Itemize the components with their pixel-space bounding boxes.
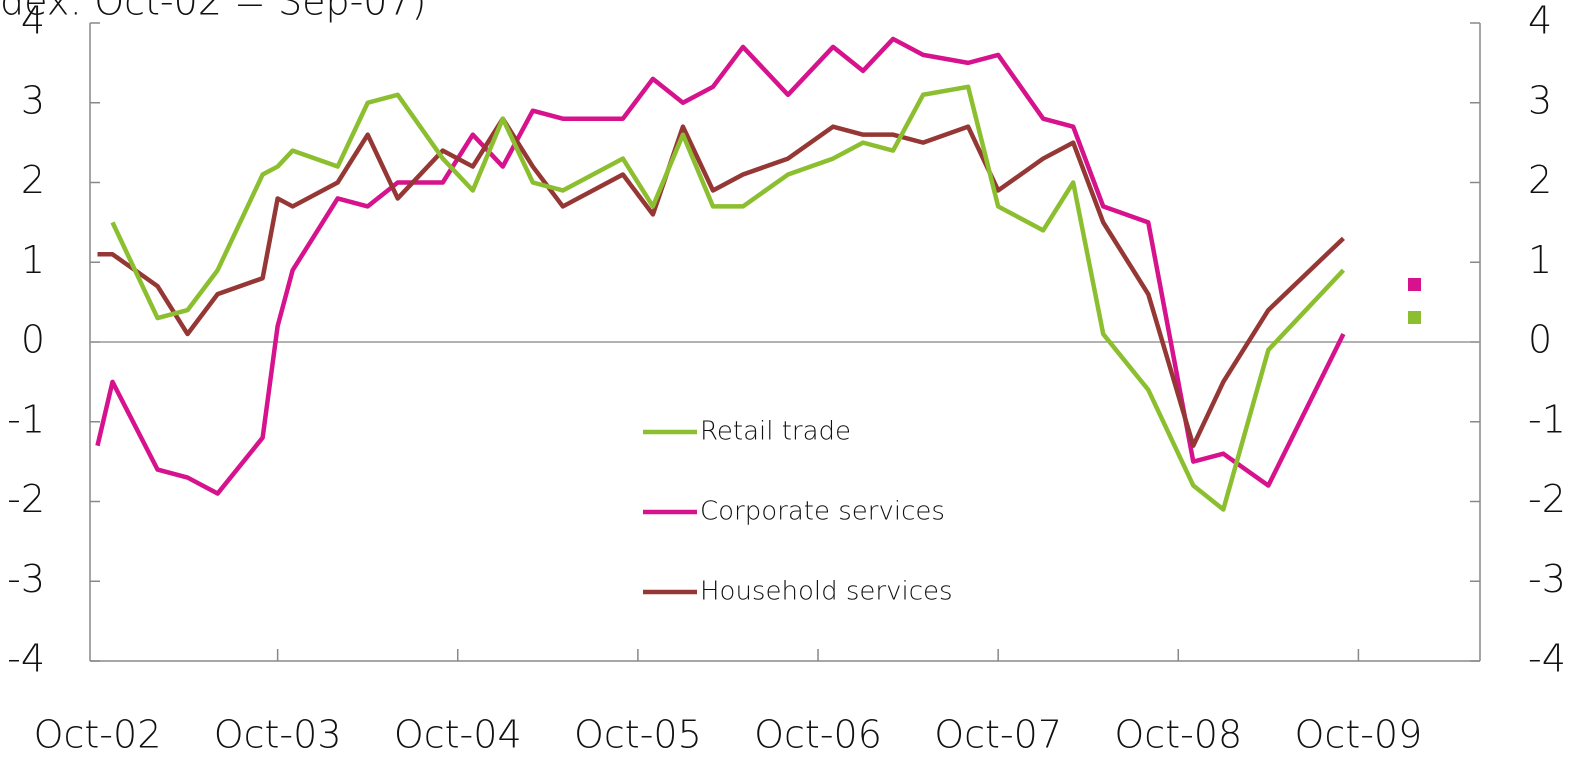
y2-tick-label: 3 (1528, 78, 1552, 122)
x-tick-label: Oct-02 (34, 713, 162, 757)
y-tick-label: 0 (21, 318, 45, 362)
y-tick-label: -3 (7, 557, 45, 601)
x-tick-label: Oct-07 (934, 713, 1062, 757)
y2-tick-label: 0 (1528, 318, 1552, 362)
y-tick-label: 2 (21, 158, 45, 202)
legend-marker (1408, 278, 1421, 291)
x-tick-label: Oct-08 (1114, 713, 1242, 757)
y-tick-label: -2 (7, 477, 45, 521)
y-tick-label: -1 (7, 397, 45, 441)
series-line (110, 84, 1346, 512)
series-line (97, 116, 1345, 448)
y-tick-label: 4 (21, 0, 45, 43)
legend-text: Household services (700, 577, 953, 607)
x-tick-label: Oct-05 (574, 713, 702, 757)
x-tick-label: Oct-03 (214, 713, 342, 757)
y2-tick-label: 2 (1528, 158, 1552, 202)
legend-text: Retail trade (700, 417, 851, 447)
y-tick-label: 1 (21, 238, 45, 282)
x-tick-label: Oct-06 (754, 713, 882, 757)
y-tick-label: 3 (21, 78, 45, 122)
legend-marker (1408, 311, 1421, 324)
legend-text: Corporate services (700, 497, 945, 527)
y2-tick-label: 1 (1528, 238, 1552, 282)
y2-tick-label: 4 (1528, 0, 1552, 43)
y2-tick-label: -4 (1528, 637, 1566, 681)
chart-title: dex: Oct-02 = Sep-07) (0, 0, 426, 24)
y2-tick-label: -3 (1528, 557, 1566, 601)
series-line (95, 36, 1346, 496)
x-tick-label: Oct-09 (1295, 713, 1423, 757)
y2-tick-label: -1 (1528, 397, 1566, 441)
x-tick-label: Oct-04 (394, 713, 522, 757)
y2-tick-label: -2 (1528, 477, 1566, 521)
y-tick-label: -4 (7, 637, 45, 681)
